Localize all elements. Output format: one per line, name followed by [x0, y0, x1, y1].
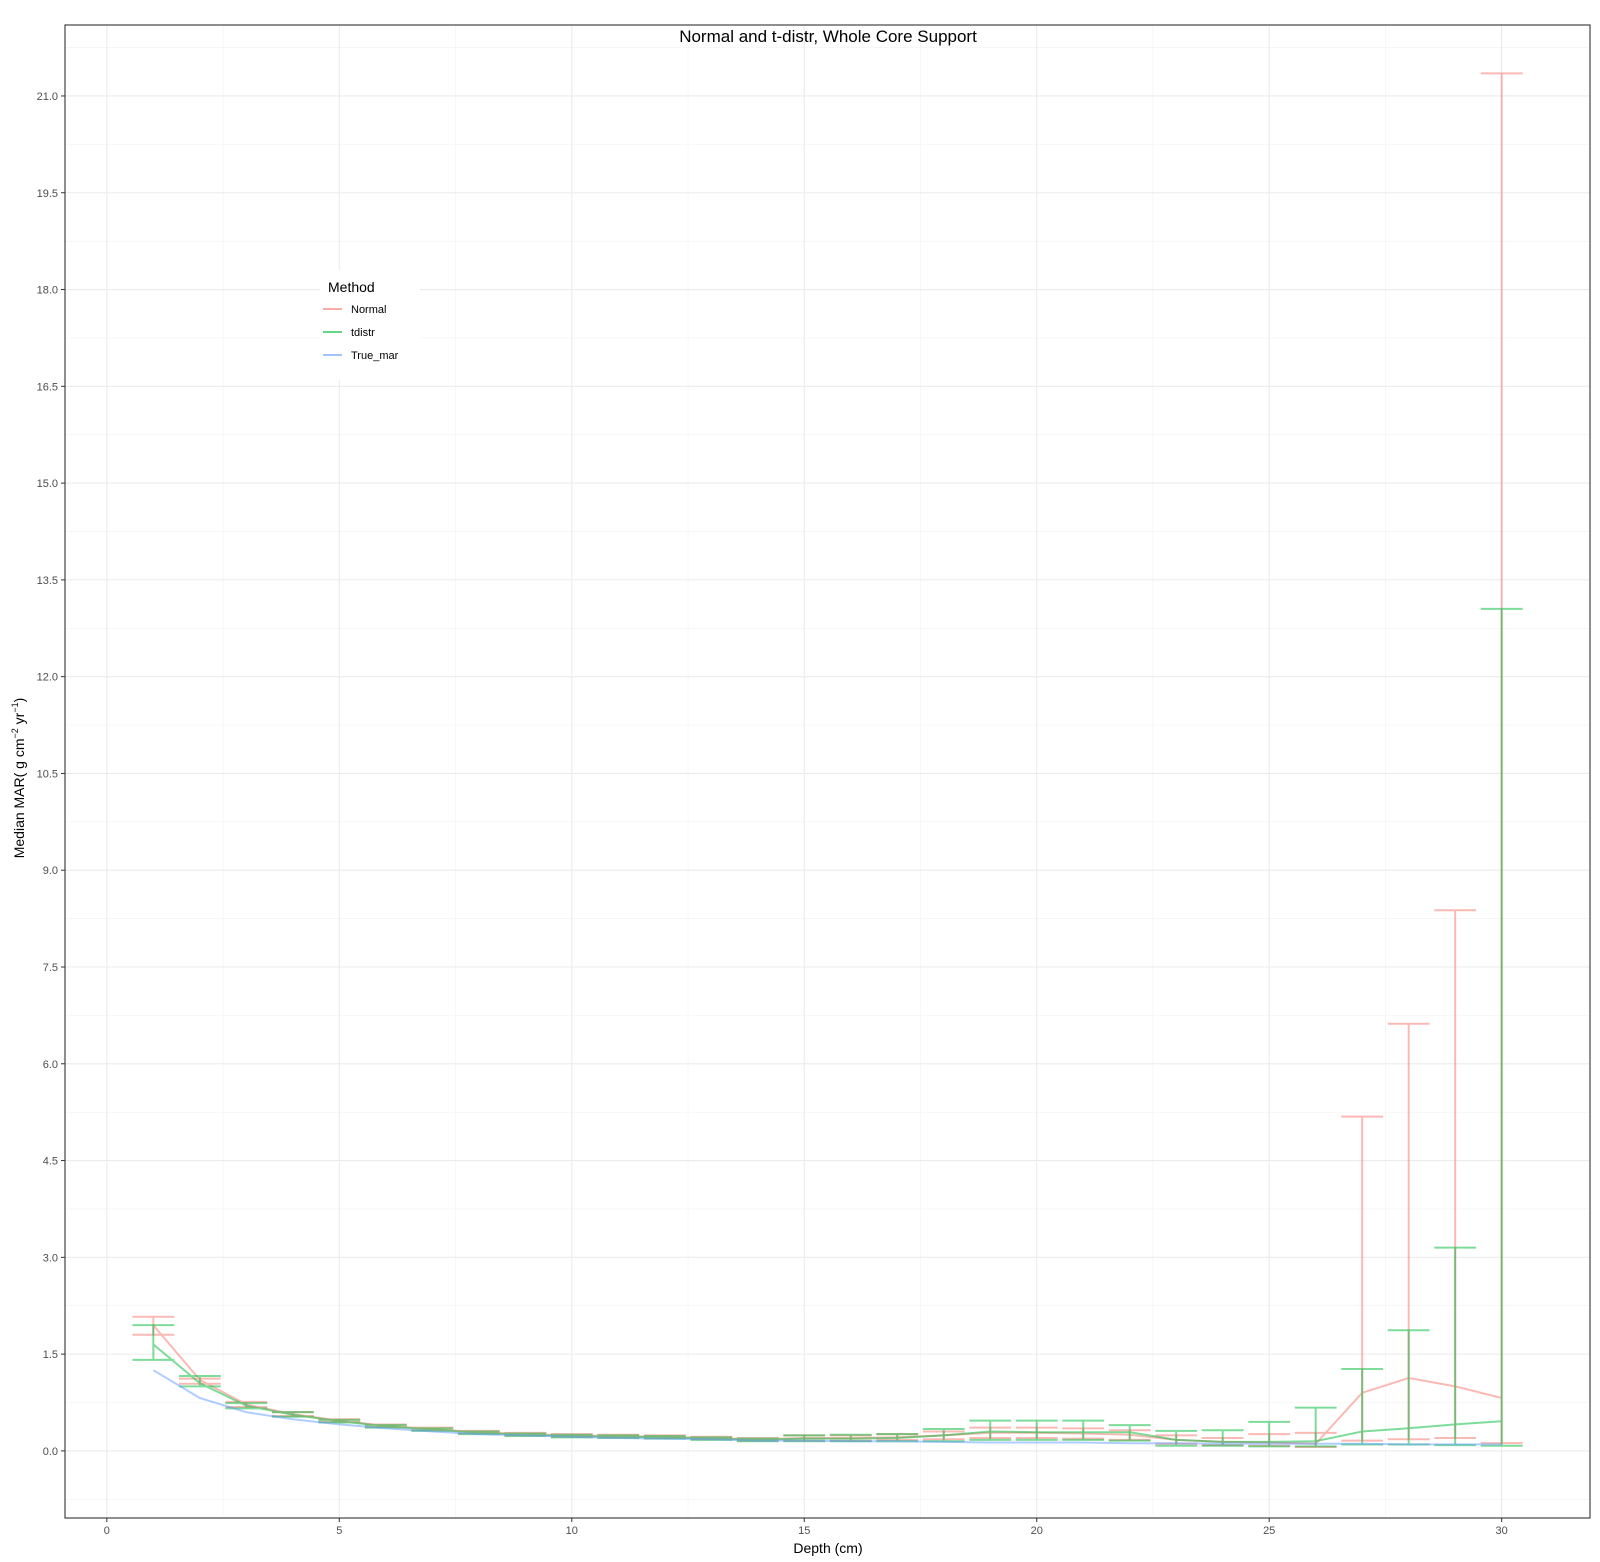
y-tick-label: 18.0 — [37, 285, 58, 297]
y-tick-label: 9.0 — [43, 865, 58, 877]
legend-label-true-mar: True_mar — [351, 350, 399, 362]
legend-entry-tdistr: tdistr — [323, 327, 375, 339]
y-tick-label: 10.5 — [37, 768, 58, 780]
y-tick-label: 4.5 — [43, 1156, 58, 1168]
y-tick-label: 13.5 — [37, 575, 58, 587]
series-line-true-mar — [152, 1369, 1502, 1446]
x-tick-label: 10 — [566, 1525, 578, 1537]
y-axis-title-sup1: −2 — [10, 728, 20, 738]
y-axis-title-mid: yr — [11, 712, 27, 728]
x-tick-label: 5 — [336, 1525, 342, 1537]
y-axis-title: Median MAR( g cm−2 yr−1) — [10, 698, 27, 859]
legend-entry-true-mar: True_mar — [323, 350, 399, 362]
y-tick-label: 0.0 — [43, 1446, 58, 1458]
errorbar-tdistr — [969, 1419, 1012, 1441]
y-axis-title-sup2: −1 — [10, 702, 20, 712]
errorbar-tdistr — [1480, 607, 1523, 1447]
series-layer — [132, 72, 1523, 1449]
y-tick-label: 6.0 — [43, 1059, 58, 1071]
chart-title: Normal and t-distr, Whole Core Support — [679, 27, 977, 46]
series-true-mar — [152, 1369, 1502, 1446]
y-axis-title-end: ) — [11, 698, 27, 703]
series-tdistr — [132, 607, 1523, 1448]
legend-title: Method — [328, 279, 375, 295]
panel-border — [64, 24, 1591, 1519]
x-tick-label: 30 — [1496, 1525, 1508, 1537]
y-tick-label: 12.0 — [37, 672, 58, 684]
y-tick-label: 16.5 — [37, 381, 58, 393]
x-axis-title: Depth (cm) — [793, 1540, 862, 1556]
y-tick-label: 15.0 — [37, 478, 58, 490]
y-tick-label: 7.5 — [43, 962, 58, 974]
errorbar-tdistr — [1015, 1419, 1058, 1441]
y-axis-title-main: Median MAR( g cm — [11, 738, 27, 858]
x-tick-label: 25 — [1263, 1525, 1275, 1537]
series-line-tdistr — [152, 1343, 1502, 1443]
x-tick-label: 15 — [798, 1525, 810, 1537]
y-tick-label: 1.5 — [43, 1349, 58, 1361]
legend-entries: Normal tdistr True_mar — [323, 304, 399, 362]
x-tick-label: 0 — [104, 1525, 110, 1537]
legend: Method Normal tdistr True_mar — [320, 270, 420, 380]
y-tick-label: 21.0 — [37, 91, 58, 103]
x-tick-label: 20 — [1031, 1525, 1043, 1537]
legend-label-tdistr: tdistr — [351, 327, 375, 339]
y-tick-label: 3.0 — [43, 1252, 58, 1264]
errorbar-tdistr — [132, 1324, 175, 1361]
y-axis: 0.0 1.5 3.0 4.5 6.0 7.5 9.0 10.5 12.0 13.5 15.0 16.… — [37, 91, 65, 1458]
errorbar-tdistr — [1294, 1406, 1337, 1448]
errorbar-tdistr — [1062, 1419, 1105, 1441]
errorbar-tdistr — [178, 1375, 221, 1388]
legend-entry-normal: Normal — [323, 304, 386, 316]
minor-gridlines — [65, 25, 1590, 1518]
y-tick-label: 19.5 — [37, 188, 58, 200]
legend-background — [320, 270, 420, 380]
legend-label-normal: Normal — [351, 304, 386, 316]
x-axis: 0 5 10 15 20 25 30 — [104, 1518, 1508, 1537]
